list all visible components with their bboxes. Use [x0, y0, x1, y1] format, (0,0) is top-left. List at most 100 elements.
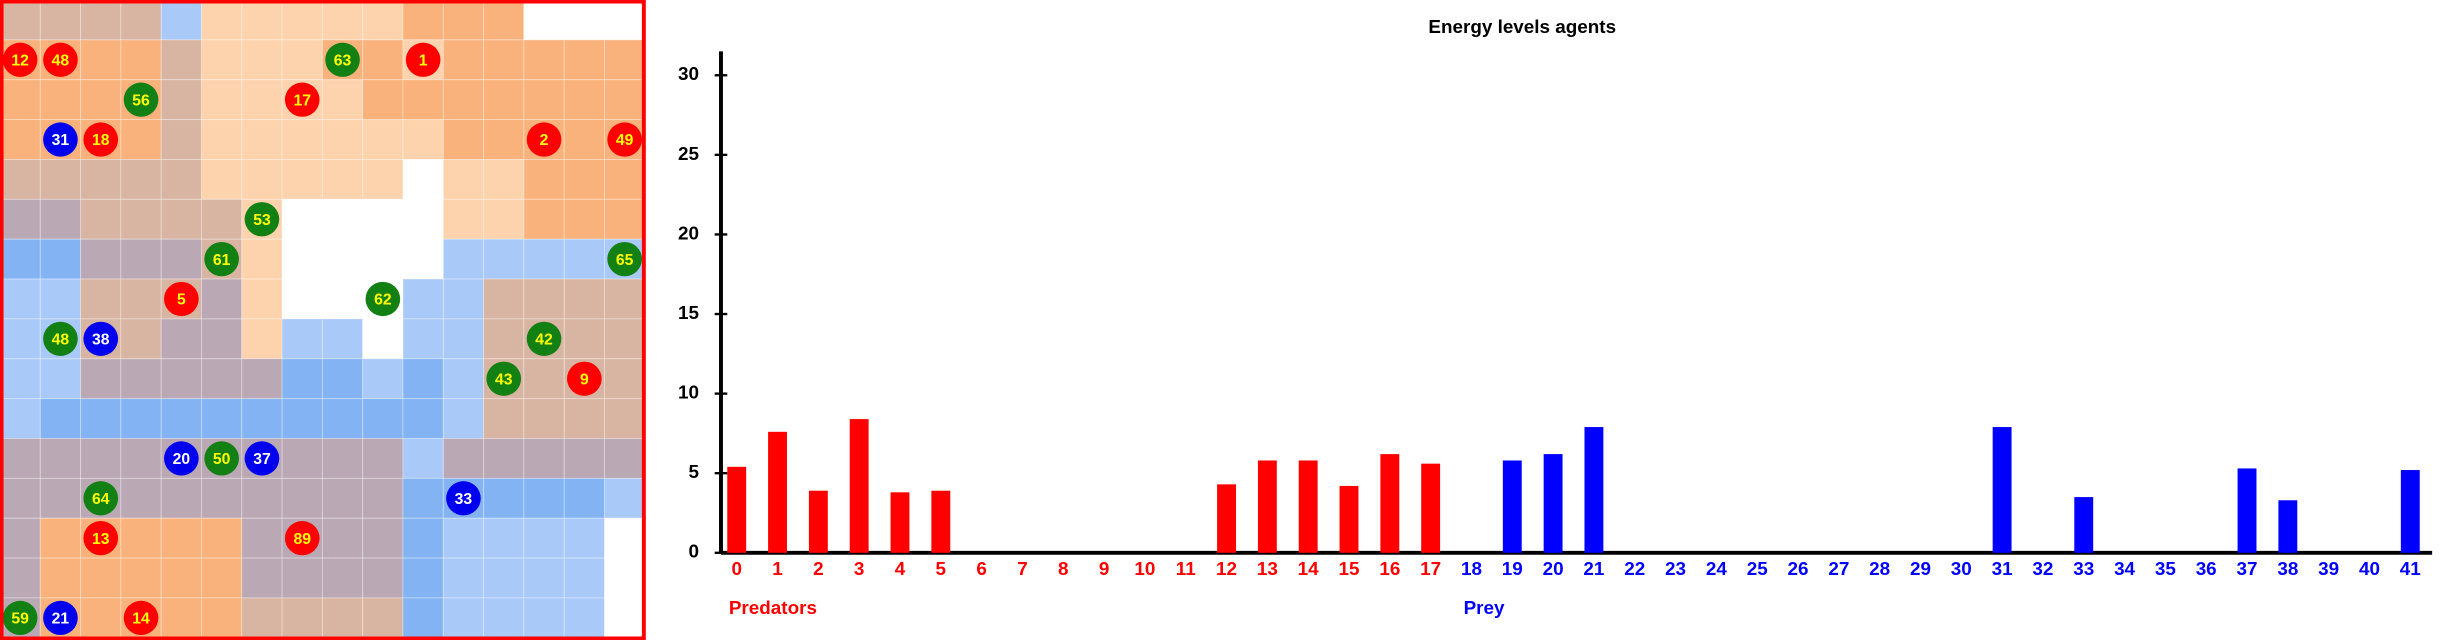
x-tick-label: 40 [2359, 558, 2380, 579]
grid-cell [39, 438, 82, 479]
agent-label: 37 [253, 451, 271, 468]
agent [2, 600, 38, 636]
grid-cell [120, 278, 162, 320]
agent [43, 42, 78, 77]
agent-label: 13 [92, 531, 110, 548]
x-tick-label: 14 [1298, 558, 1320, 579]
grid-cell [80, 358, 122, 400]
grid-cell [483, 198, 525, 240]
grid-cell [201, 39, 243, 81]
x-tick-label: 0 [731, 558, 741, 579]
grid-cell [402, 318, 444, 360]
grid-cell [120, 557, 162, 599]
bar [1339, 485, 1359, 553]
bar [768, 431, 787, 553]
grid-cell [160, 477, 202, 519]
agent [284, 521, 320, 556]
agent-label: 5 [177, 292, 186, 309]
grid-cell [281, 477, 323, 519]
grid-cell [120, 438, 162, 479]
bar [1502, 460, 1522, 553]
agent-label: 56 [132, 92, 150, 109]
grid-cell [80, 557, 122, 599]
x-tick-label: 16 [1379, 558, 1400, 579]
agent [83, 521, 119, 556]
x-tick-label: 27 [1828, 558, 1849, 579]
x-tick-label: 1 [772, 558, 782, 579]
grid-cell [281, 0, 323, 41]
grid-cell [563, 198, 605, 240]
agent-label: 33 [455, 491, 473, 508]
grid-cell [80, 79, 122, 121]
x-tick-label: 5 [936, 558, 946, 579]
grid-cell [402, 0, 444, 41]
grid-cell [321, 438, 364, 479]
grid-cell [321, 398, 364, 439]
grid-cell [442, 238, 485, 280]
grid-cell [160, 597, 202, 639]
grid-cell [362, 318, 404, 360]
grid-cell [402, 278, 444, 320]
grid-cell [483, 557, 525, 599]
grid-cell [160, 0, 202, 41]
bar [808, 490, 828, 553]
x-tick-label: 4 [895, 558, 906, 579]
grid-cell [321, 278, 364, 320]
agent [164, 281, 199, 317]
grid-cell [281, 557, 323, 599]
bar [1421, 463, 1441, 553]
grid-cell [281, 158, 323, 200]
grid-cell [321, 238, 364, 280]
grid-cell [523, 158, 565, 200]
grid-cell [523, 597, 565, 639]
grid-cell [321, 358, 364, 400]
grid-cell [563, 438, 605, 479]
grid-cell [160, 517, 202, 559]
x-tick-label: 35 [2155, 558, 2176, 579]
y-tick-label: 25 [678, 143, 699, 164]
grid-cell [563, 477, 605, 519]
grid-cell [362, 39, 404, 81]
grid-cell [0, 119, 41, 160]
grid-cell [604, 318, 646, 360]
bar [890, 492, 910, 553]
y-tick-label: 5 [688, 461, 698, 482]
agent-label: 61 [213, 252, 231, 269]
x-tick-label: 41 [2400, 558, 2421, 579]
grid-cell [160, 238, 202, 280]
grid-cell [483, 318, 525, 360]
grid-cell [120, 158, 162, 200]
agent [365, 281, 401, 317]
grid-cell [80, 238, 122, 280]
grid-cell [241, 0, 283, 41]
grid-cell [241, 39, 283, 81]
grid-cell [0, 278, 41, 320]
agent [446, 481, 481, 516]
x-tick-label: 25 [1747, 558, 1768, 579]
agent-label: 48 [52, 53, 70, 70]
agent-label: 49 [616, 132, 634, 149]
bar [1298, 460, 1318, 553]
grid-cell [442, 557, 485, 599]
grid-cell [321, 158, 364, 200]
agent-label: 18 [92, 132, 110, 149]
bar [849, 419, 869, 553]
agent-label: 17 [293, 92, 311, 109]
agent [164, 441, 199, 476]
agent [567, 361, 602, 396]
grid-cell [201, 119, 243, 160]
grid-cell [563, 278, 605, 320]
grid-cell [442, 119, 485, 160]
x-tick-label: 9 [1099, 558, 1109, 579]
agent [204, 441, 239, 476]
grid-cell [563, 119, 605, 160]
grid-cell [523, 358, 565, 400]
bar [2400, 470, 2420, 553]
grid-cell [523, 438, 565, 479]
grid-cell [483, 278, 525, 320]
grid-cell [281, 358, 323, 400]
grid-cell [483, 597, 525, 639]
grid-cell [604, 398, 646, 439]
grid-cell [402, 119, 444, 160]
